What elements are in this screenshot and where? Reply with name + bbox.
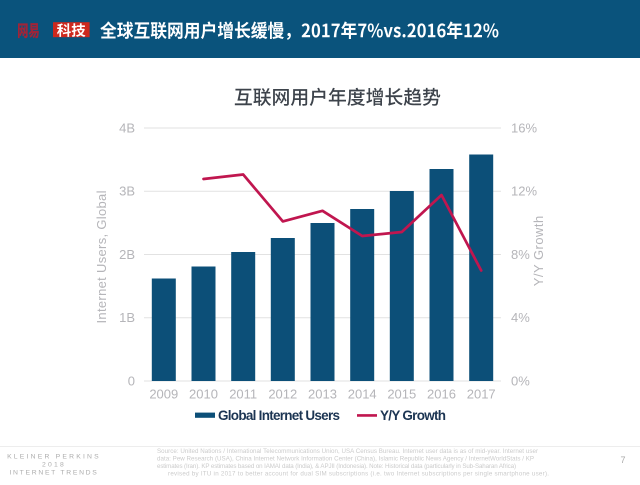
svg-text:2010: 2010	[189, 387, 218, 402]
svg-text:16%: 16%	[511, 120, 537, 135]
svg-text:2B: 2B	[119, 247, 135, 262]
svg-text:data: Pew Research (USA), Chin: data: Pew Research (USA), China Internet…	[157, 455, 534, 462]
svg-text:2012: 2012	[268, 387, 297, 402]
svg-text:KLEINER PERKINS: KLEINER PERKINS	[7, 453, 101, 460]
svg-text:3B: 3B	[119, 184, 135, 199]
svg-text:2018: 2018	[42, 461, 66, 468]
svg-text:estimates (Iran). KP estimates: estimates (Iran). KP estimates based on …	[157, 463, 516, 470]
svg-text:7: 7	[620, 455, 625, 465]
svg-text:8%: 8%	[511, 247, 530, 262]
svg-text:12%: 12%	[511, 184, 537, 199]
svg-text:2011: 2011	[229, 387, 257, 402]
svg-text:Y/Y Growth: Y/Y Growth	[380, 408, 446, 423]
svg-text:INTERNET TRENDS: INTERNET TRENDS	[9, 469, 98, 476]
svg-text:4%: 4%	[511, 310, 530, 325]
svg-text:0%: 0%	[511, 373, 530, 388]
svg-text:2009: 2009	[149, 387, 178, 402]
svg-text:2015: 2015	[387, 387, 416, 402]
svg-text:Internet Users, Global: Internet Users, Global	[94, 190, 109, 323]
svg-text:2017: 2017	[467, 387, 496, 402]
svg-text:revised by ITU in 2017 to bett: revised by ITU in 2017 to better account…	[168, 471, 549, 478]
svg-text:0: 0	[128, 373, 135, 388]
svg-text:2014: 2014	[348, 387, 377, 402]
svg-text:Y/Y Growth: Y/Y Growth	[531, 216, 546, 287]
svg-text:Source: United Nations / Inter: Source: United Nations / International T…	[157, 448, 538, 455]
svg-text:4B: 4B	[119, 120, 135, 135]
svg-text:2016: 2016	[427, 387, 456, 402]
svg-text:1B: 1B	[119, 310, 135, 325]
svg-text:Global Internet Users: Global Internet Users	[218, 408, 340, 423]
svg-text:2013: 2013	[308, 387, 337, 402]
